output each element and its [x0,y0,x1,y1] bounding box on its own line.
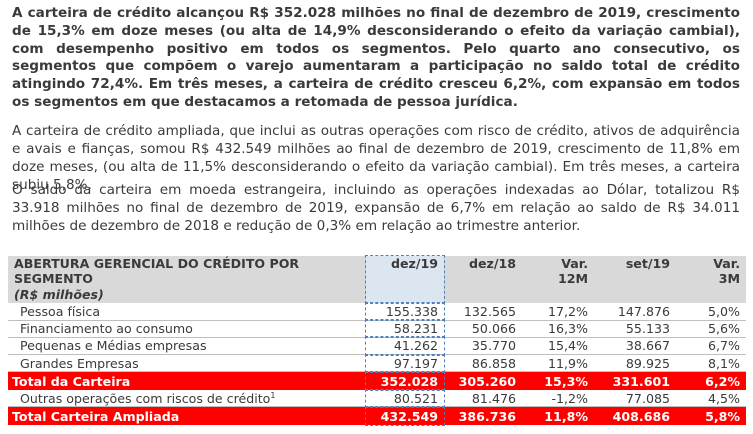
cell: 86.858 [444,354,522,373]
cell: 4,5% [676,389,746,408]
row-label: Total Carteira Ampliada [8,406,366,425]
cell: 16,3% [522,320,594,338]
table-title: ABERTURA GERENCIAL DO CRÉDITO POR SEGMEN… [14,256,300,286]
cell: 89.925 [594,354,676,373]
cell: 41.262 [365,336,445,356]
cell: 331.601 [594,371,676,390]
cell: 386.736 [444,406,522,425]
cell: 97.197 [365,353,445,373]
cell: 132.565 [444,303,522,321]
cell: 81.476 [444,389,522,408]
cell: 352.028 [365,370,445,391]
cell: 35.770 [444,337,522,356]
cell: 15,3% [522,371,594,390]
col-header-var12m: Var. 12M [522,256,594,303]
credit-segment-table: ABERTURA GERENCIAL DO CRÉDITO POR SEGMEN… [8,255,746,426]
row-label: Financiamento ao consumo [8,320,366,338]
col-header-dez19: dez/19 [365,255,445,304]
table-row: Outras operações com riscos de crédito1 … [8,388,746,408]
col-header-set19: set/19 [594,256,676,303]
table-row: Financiamento ao consumo 58.231 50.066 1… [8,319,746,339]
row-label: Pessoa física [8,303,366,321]
cell: 5,8% [676,406,746,425]
table-row: Grandes Empresas 97.197 86.858 11,9% 89.… [8,353,746,373]
table-unit: (R$ milhões) [14,287,104,302]
foreign-currency-paragraph: O saldo da carteira em moeda estrangeira… [12,182,740,234]
cell: 6,2% [676,371,746,390]
table-row: Pequenas e Médias empresas 41.262 35.770… [8,336,746,356]
cell: 5,6% [676,320,746,338]
row-label: Total da Carteira [8,371,366,390]
cell: -1,2% [522,389,594,408]
cell: 11,9% [522,354,594,373]
cell: 38.667 [594,337,676,356]
footnote-marker: 1 [270,390,276,400]
cell: 15,4% [522,337,594,356]
cell: 8,1% [676,354,746,373]
cell: 77.085 [594,389,676,408]
cell: 11,8% [522,406,594,425]
cell: 5,0% [676,303,746,321]
col-header-var3m: Var. 3M [676,256,746,303]
cell: 305.260 [444,371,522,390]
row-label: Grandes Empresas [8,354,366,373]
cell: 55.133 [594,320,676,338]
cell: 6,7% [676,337,746,356]
row-label: Pequenas e Médias empresas [8,337,366,356]
table-row: Pessoa física 155.338 132.565 17,2% 147.… [8,301,746,322]
cell: 432.549 [365,405,445,426]
table-header-row: ABERTURA GERENCIAL DO CRÉDITO POR SEGMEN… [8,255,746,304]
expanded-portfolio-paragraph: A carteira de crédito ampliada, que incl… [12,123,740,193]
intro-bold-paragraph: A carteira de crédito alcançou R$ 352.02… [12,5,740,110]
table-title-cell: ABERTURA GERENCIAL DO CRÉDITO POR SEGMEN… [8,256,366,303]
cell: 58.231 [365,319,445,339]
total-row: Total da Carteira 352.028 305.260 15,3% … [8,370,746,391]
cell: 50.066 [444,320,522,338]
cell: 155.338 [365,301,445,322]
cell: 80.521 [365,388,445,408]
col-header-dez18: dez/18 [444,256,522,303]
cell: 17,2% [522,303,594,321]
row-label: Outras operações com riscos de crédito1 [8,389,366,408]
cell: 147.876 [594,303,676,321]
grand-total-row: Total Carteira Ampliada 432.549 386.736 … [8,405,746,426]
cell: 408.686 [594,406,676,425]
